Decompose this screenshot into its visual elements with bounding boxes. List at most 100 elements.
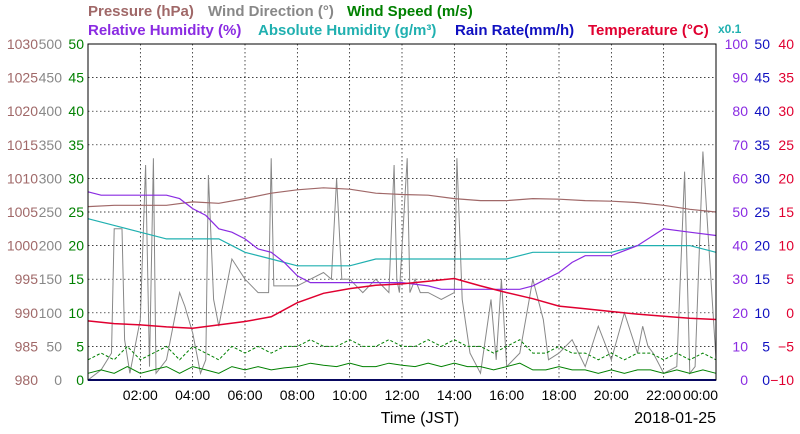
tick-temperature: 0	[786, 305, 794, 321]
tick-relative-humidity: 90	[732, 70, 748, 86]
tick-relative-humidity: 30	[732, 271, 748, 287]
x-tick-label: 08:00	[280, 387, 315, 403]
title-wind-speed: Wind Speed (m/s)	[347, 3, 473, 20]
tick-wind-direction: 350	[39, 137, 63, 153]
tick-wind-direction: 500	[39, 36, 63, 52]
tick-relative-humidity: 60	[732, 170, 748, 186]
tick-wind-speed: 50	[68, 36, 84, 52]
tick-wind-speed: 45	[68, 70, 84, 86]
tick-rain-rate: 45	[754, 70, 770, 86]
x-tick-label: 22:00	[646, 387, 681, 403]
tick-wind-speed: 25	[68, 204, 84, 220]
tick-rain-rate: 50	[754, 36, 770, 52]
series-wind-speed-gust	[87, 339, 717, 361]
tick-wind-speed: 40	[68, 103, 84, 119]
title-temperature: Temperature (°C)	[588, 22, 709, 39]
tick-wind-direction: 150	[39, 271, 63, 287]
tick-wind-speed: 30	[68, 170, 84, 186]
tick-rain-rate: 30	[754, 170, 770, 186]
x-tick-label: 00:00	[683, 387, 718, 403]
series-absolute-humidity	[87, 218, 717, 267]
tick-pressure: 985	[15, 338, 39, 354]
tick-rain-rate: 0	[762, 372, 770, 388]
tick-temperature: −5	[778, 338, 794, 354]
tick-rain-rate: 20	[754, 238, 770, 254]
tick-rain-rate: 5	[762, 338, 770, 354]
tick-wind-speed: 0	[76, 372, 84, 388]
tick-wind-direction: 250	[39, 204, 63, 220]
tick-wind-speed: 5	[76, 338, 84, 354]
tick-temperature: 20	[778, 170, 794, 186]
x-tick-label: 10:00	[332, 387, 367, 403]
tick-pressure: 1005	[7, 204, 38, 220]
tick-relative-humidity: 10	[732, 338, 748, 354]
tick-pressure: 980	[15, 372, 39, 388]
tick-temperature: 5	[786, 271, 794, 287]
x-tick-label: 18:00	[541, 387, 576, 403]
x-tick-label: 04:00	[175, 387, 210, 403]
tick-relative-humidity: 40	[732, 238, 748, 254]
title-relative-humidity: Relative Humidity (%)	[88, 22, 241, 39]
tick-temperature: 15	[778, 204, 794, 220]
grid	[88, 44, 716, 380]
title-rain-rate: Rain Rate(mm/h)	[455, 22, 574, 39]
x-tick-label: 02:00	[123, 387, 158, 403]
tick-wind-direction: 0	[54, 372, 62, 388]
right-axis-ticks: 0102030405060708090100051015202530354045…	[725, 36, 795, 388]
x-tick-label: 20:00	[594, 387, 629, 403]
tick-pressure: 1000	[7, 238, 38, 254]
tick-pressure: 990	[15, 305, 39, 321]
plot-frame	[87, 43, 717, 381]
date-label: 2018-01-25	[634, 410, 716, 427]
tick-temperature: −10	[770, 372, 794, 388]
tick-rain-rate: 10	[754, 305, 770, 321]
tick-wind-direction: 100	[39, 305, 63, 321]
tick-rain-rate: 25	[754, 204, 770, 220]
tick-rain-rate: 40	[754, 103, 770, 119]
tick-wind-direction: 50	[46, 338, 62, 354]
tick-wind-speed: 10	[68, 305, 84, 321]
title-pressure: Pressure (hPa)	[88, 3, 194, 20]
tick-wind-direction: 200	[39, 238, 63, 254]
tick-pressure: 1015	[7, 137, 38, 153]
tick-rain-rate: 35	[754, 137, 770, 153]
tick-relative-humidity: 80	[732, 103, 748, 119]
series-layer	[87, 151, 717, 381]
series-wind-direction	[87, 151, 717, 381]
tick-wind-speed: 35	[68, 137, 84, 153]
tick-relative-humidity: 0	[740, 372, 748, 388]
series-wind-speed-avg	[87, 362, 717, 374]
series-pressure	[87, 187, 717, 213]
scale-note: x0.1	[718, 22, 742, 36]
tick-temperature: 30	[778, 103, 794, 119]
tick-pressure: 995	[15, 271, 39, 287]
series-relative-humidity	[87, 191, 717, 290]
tick-pressure: 1010	[7, 170, 38, 186]
chart-title-line1: Pressure (hPa) Wind Direction (°) Wind S…	[88, 3, 473, 20]
tick-wind-direction: 400	[39, 103, 63, 119]
x-axis-label: Time (JST)	[381, 410, 460, 427]
tick-rain-rate: 15	[754, 271, 770, 287]
x-tick-label: 06:00	[227, 387, 262, 403]
x-axis-ticks: 02:00 04:00 06:00 08:00 10:00 12:00 14:00 16:00…	[123, 387, 718, 403]
tick-wind-direction: 450	[39, 70, 63, 86]
title-absolute-humidity: Absolute Humidity (g/m³)	[258, 22, 436, 39]
tick-relative-humidity: 50	[732, 204, 748, 220]
tick-wind-speed: 15	[68, 271, 84, 287]
chart-title-line2: Relative Humidity (%) Absolute Humidity …	[88, 22, 742, 39]
x-tick-label: 16:00	[489, 387, 524, 403]
series-temperature	[87, 277, 717, 330]
tick-temperature: 40	[778, 36, 794, 52]
tick-pressure: 1020	[7, 103, 38, 119]
tick-temperature: 25	[778, 137, 794, 153]
tick-relative-humidity: 70	[732, 137, 748, 153]
tick-pressure: 1030	[7, 36, 38, 52]
tick-wind-direction: 300	[39, 170, 63, 186]
tick-relative-humidity: 20	[732, 305, 748, 321]
tick-temperature: 10	[778, 238, 794, 254]
tick-wind-speed: 20	[68, 238, 84, 254]
left-axis-ticks: 9809859909951000100510101015102010251030…	[7, 36, 84, 388]
tick-pressure: 1025	[7, 70, 38, 86]
x-tick-label: 14:00	[437, 387, 472, 403]
